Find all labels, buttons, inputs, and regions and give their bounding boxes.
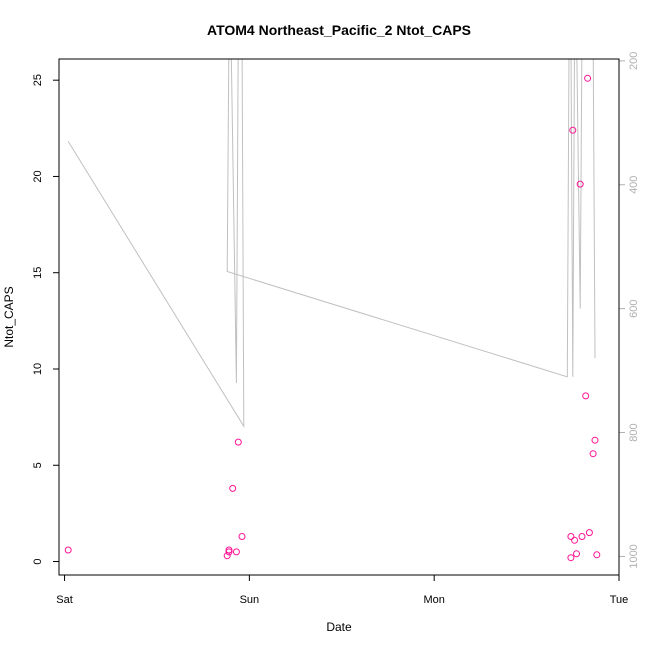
data-point [64,546,72,554]
plot-frame [58,58,620,576]
right-y-tick-label: 400 [628,176,640,194]
data-point [225,548,233,556]
data-point [582,392,590,400]
data-point [225,546,233,554]
y-tick-label: 10 [32,363,44,375]
y-tick-label: 15 [32,267,44,279]
data-point [571,536,579,544]
data-point [567,554,575,562]
data-point [567,533,575,540]
x-tick-label: Sun [240,594,260,606]
data-point [589,450,597,458]
data-point [234,438,242,446]
y-axis-label: Ntot_CAPS [2,286,16,347]
x-axis-label: Date [326,620,352,634]
data-point [585,529,593,537]
right-y-tick-label: 1000 [628,544,640,568]
data-point [576,180,584,188]
data-point [569,126,577,134]
data-point [578,533,586,540]
right-y-tick-label: 800 [628,423,640,441]
data-point [232,548,240,556]
x-tick-label: Tue [610,594,629,606]
data-point [573,550,580,558]
data-point [238,533,246,540]
data-point [593,551,601,559]
x-tick-label: Sat [56,594,73,606]
marks-layer: 0 5 10 15 20 25 200 400 600 800 1000 Sat Sun Mon Tue [32,52,640,606]
right-y-tick-label: 200 [628,52,640,70]
chart-title: ATOM4 Northeast_Pacific_2 Ntot_CAPS [207,22,471,38]
y-tick-label: 5 [32,462,44,468]
y-tick-label: 0 [32,558,44,564]
altitude-line [67,59,596,429]
data-point [591,436,599,444]
data-point [223,552,231,560]
y-tick-label: 20 [32,170,44,182]
right-y-tick-label: 600 [628,299,640,317]
y-tick-label: 25 [32,74,44,86]
data-point [229,484,237,492]
data-point [584,74,592,82]
x-tick-label: Mon [423,594,444,606]
